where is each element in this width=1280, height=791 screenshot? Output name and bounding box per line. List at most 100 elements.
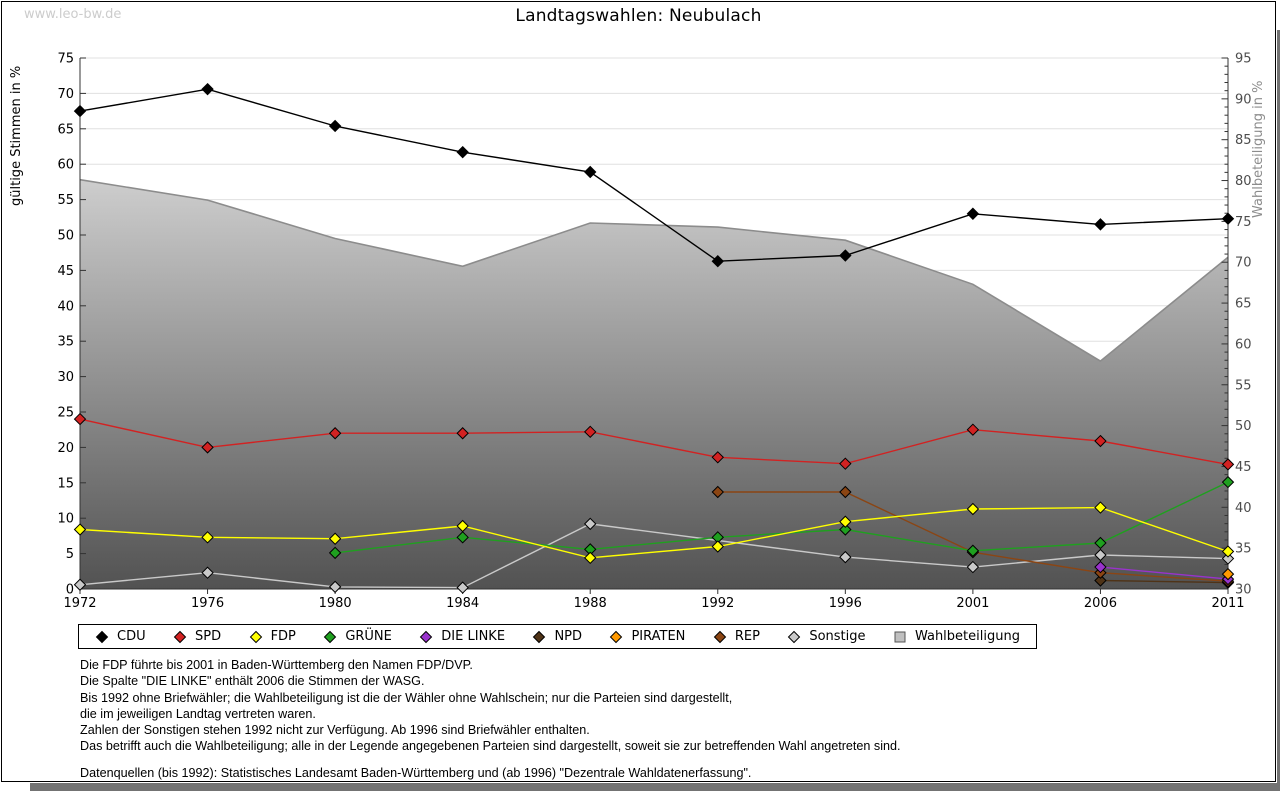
y-right-tick-label: 35 [1235, 542, 1252, 557]
series-PIRATEN [1221, 567, 1235, 581]
data-point-FDP [584, 551, 597, 565]
data-point-SPD [1094, 434, 1107, 448]
data-point-SPD [584, 425, 597, 439]
legend-label: DIE LINKE [441, 629, 506, 644]
data-point-CDU [1221, 212, 1235, 225]
data-point-NPD [1094, 574, 1107, 587]
data-point-GRÜNE [1094, 536, 1107, 550]
y-right-tick-label: 55 [1235, 378, 1252, 393]
series-SPD [73, 412, 1235, 471]
y-left-axis-title: gültige Stimmen in % [9, 66, 24, 206]
y-left-tick-label: 25 [57, 406, 74, 421]
data-point-FDP [711, 540, 724, 553]
y-left-tick-label: 0 [66, 583, 74, 598]
footnote-line: Die Spalte "DIE LINKE" enthält 2006 die … [80, 674, 425, 689]
y-right-tick-label: 60 [1235, 337, 1252, 352]
party-diamond-icon [533, 630, 546, 643]
data-point-GRÜNE [966, 544, 980, 557]
legend-item-rep: REP [713, 629, 760, 644]
data-point-GRÜNE [1221, 475, 1235, 489]
y-right-tick-label: 85 [1235, 133, 1252, 148]
legend-item-spd: SPD [173, 629, 221, 644]
legend-item-sonstige: Sonstige [787, 629, 866, 644]
data-point-SPD [1221, 458, 1235, 471]
legend-label: GRÜNE [345, 629, 392, 644]
y-left-tick-label: 15 [57, 476, 74, 491]
watermark: www.leo-bw.de [24, 7, 122, 22]
data-point-Sonstige [1221, 552, 1235, 565]
footnote-line: die im jeweiligen Landtag vertreten ware… [80, 706, 316, 721]
data-point-REP [711, 485, 724, 499]
data-point-Sonstige [966, 560, 980, 574]
series-Sonstige [73, 517, 1235, 594]
data-point-FDP [201, 531, 214, 544]
legend-item-npd: NPD [532, 629, 582, 644]
legend-label: NPD [554, 629, 583, 644]
party-diamond-icon [95, 630, 109, 643]
data-point-CDU [456, 145, 469, 159]
x-tick-label: 2011 [1211, 596, 1244, 611]
data-point-SPD [966, 423, 980, 436]
y-left-tick-label: 45 [57, 264, 74, 279]
party-diamond-icon [610, 630, 623, 643]
y-right-tick-label: 65 [1235, 297, 1252, 312]
y-left-tick-label: 40 [57, 299, 74, 314]
data-point-Sonstige [456, 581, 469, 594]
data-point-GRÜNE [839, 523, 852, 536]
page-title: Landtagswahlen: Neubulach [515, 6, 762, 26]
legend-label: SPD [195, 629, 222, 644]
wahlbeteiligung-line [79, 178, 1229, 363]
y-left-tick-label: 20 [57, 441, 74, 456]
y-right-tick-label: 95 [1235, 52, 1252, 67]
x-tick-label: 1992 [701, 596, 734, 611]
data-point-FDP [1094, 501, 1107, 514]
x-tick-label: 1976 [191, 596, 224, 611]
party-diamond-icon [420, 630, 433, 643]
party-diamond-icon [788, 630, 801, 643]
footnotes: Die FDP führte bis 2001 in Baden-Württem… [80, 657, 901, 781]
legend-label: CDU [117, 629, 146, 644]
data-point-FDP [839, 515, 852, 528]
data-point-CDU [1094, 218, 1107, 231]
y-left-tick-label: 30 [57, 370, 74, 385]
y-right-tick-label: 75 [1235, 215, 1252, 230]
page-shadow-right [1277, 30, 1280, 783]
party-diamond-icon [249, 630, 262, 643]
data-point-Sonstige [584, 517, 597, 531]
legend-item-fdp: FDP [249, 629, 296, 644]
legend-label: Wahlbeteiligung [914, 629, 1020, 644]
party-diamond-icon [173, 630, 187, 643]
party-diamond-icon [324, 630, 337, 643]
data-point-CDU [201, 82, 214, 96]
axes: 0 5 10 15 20 25 30 35 40 45 50 55 60 65 70 75 1972 1976 19… [9, 52, 1266, 612]
data-point-DIE LINKE [1094, 560, 1107, 574]
y-right-tick-label: 50 [1235, 419, 1252, 434]
x-tick-label: 1980 [319, 596, 352, 611]
x-tick-label: 2001 [956, 596, 989, 611]
data-point-CDU [839, 249, 852, 262]
legend-item-die-linke: DIE LINKE [419, 629, 505, 644]
data-point-SPD [328, 427, 342, 440]
legend-item-wahlbeteiligung: Wahlbeteiligung [893, 629, 1020, 644]
y-left-tick-label: 60 [57, 158, 74, 173]
data-point-PIRATEN [1221, 567, 1235, 581]
legend-label: FDP [270, 629, 296, 644]
x-tick-label: 1972 [63, 596, 96, 611]
chart-svg: 0 5 10 15 20 25 30 35 40 45 50 55 60 65 70 75 1972 1976 19… [9, 52, 1266, 612]
y-right-tick-label: 70 [1235, 256, 1252, 271]
y-left-tick-label: 50 [57, 229, 74, 244]
wahlbeteiligung-area [80, 179, 1228, 589]
footnote-line: Zahlen der Sonstigen stehen 1992 nicht z… [80, 723, 590, 738]
series-CDU [73, 82, 1235, 268]
data-point-CDU [328, 119, 342, 133]
data-point-FDP [73, 523, 87, 536]
turnout-square-icon [894, 631, 906, 642]
y-left-tick-label: 5 [66, 547, 74, 562]
data-point-CDU [73, 104, 87, 118]
data-point-SPD [711, 451, 724, 464]
data-point-SPD [201, 441, 214, 454]
data-point-Sonstige [839, 550, 852, 564]
legend-label: REP [734, 629, 760, 644]
data-point-SPD [456, 427, 469, 440]
